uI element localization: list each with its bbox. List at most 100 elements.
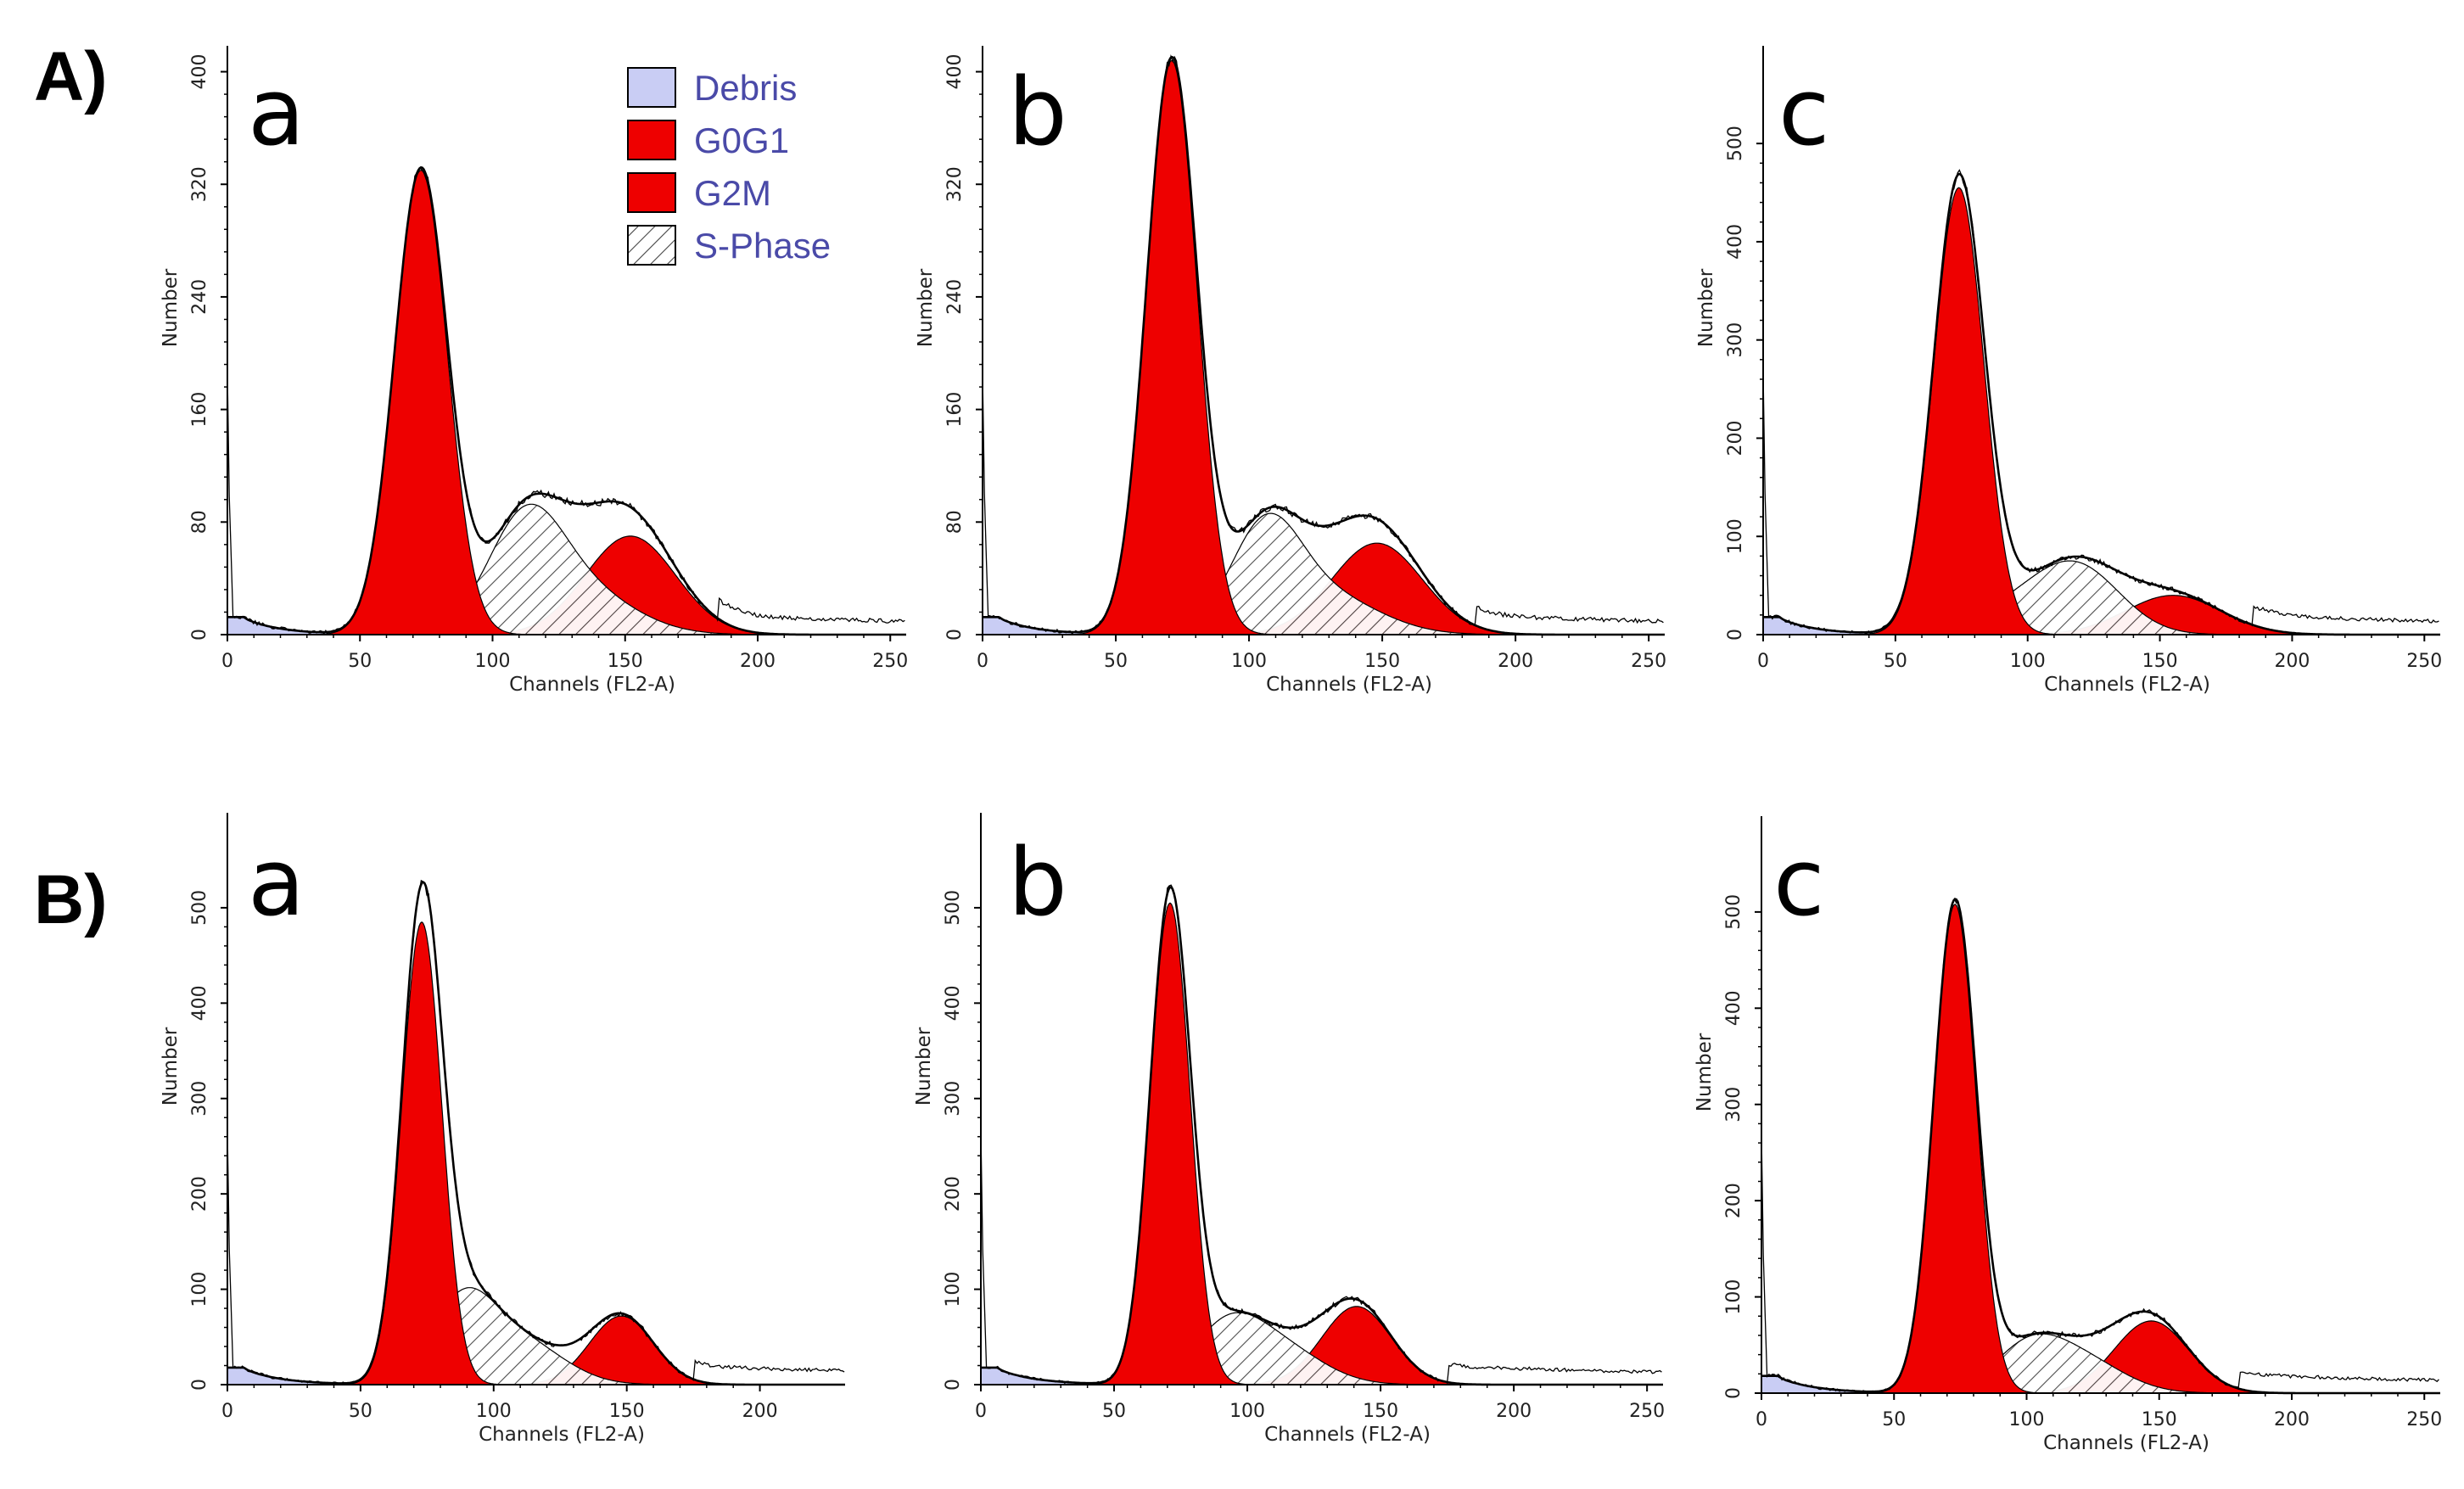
y-tick-label: 100 [1725,518,1746,554]
x-tick-label: 50 [1882,1409,1906,1430]
x-tick-label: 150 [2142,651,2178,672]
x-tick-label: 100 [475,651,511,672]
y-tick-label: 0 [1725,629,1746,641]
debris-area [1763,617,1869,635]
model-fit-line [227,881,845,1386]
y-tick-label: 320 [189,166,210,202]
debris-area [1761,1375,1868,1393]
y-tick-label: 0 [944,629,966,641]
x-tick-label: 200 [742,1401,778,1422]
x-tick-label: 0 [977,651,988,672]
y-tick-label: 200 [1725,420,1746,456]
y-tick-label: 0 [1723,1387,1744,1399]
y-tick-label: 0 [943,1379,964,1391]
panel-letter: a [248,58,305,166]
x-axis-label: Channels (FL2-A) [1264,1424,1431,1446]
y-tick-label: 400 [189,985,210,1021]
row-label-b: B) [34,861,108,938]
x-tick-label: 50 [1104,651,1128,672]
panel-B-b: 0 50 100 150 200 250 0 100 200 300 400 500 Channels … [913,813,1665,1446]
legend-swatch-debris [627,67,676,108]
x-tick-label: 150 [609,1401,645,1422]
x-tick-label: 50 [1102,1401,1126,1422]
raw-histogram-line [980,884,1662,1385]
x-tick-label: 0 [221,651,233,672]
x-axis-label: Channels (FL2-A) [2043,1432,2209,1454]
panel-A-b: 0 50 100 150 200 250 0 80 160 240 320 400 Channels (… [915,46,1666,696]
x-tick-label: 0 [975,1401,987,1422]
legend: Debris G0G1 G2M S-Phase [627,67,831,266]
y-tick-label: 0 [189,629,210,641]
x-tick-label: 200 [1496,1401,1532,1422]
y-tick-label: 400 [189,54,210,90]
x-axis-label: Channels (FL2-A) [509,674,675,696]
y-tick-label: 500 [1725,126,1746,161]
panel-B-c: 0 50 100 150 200 250 0 100 200 300 400 500 Channels … [1694,816,2442,1454]
y-tick-label: 240 [189,279,210,315]
x-tick-label: 50 [349,1401,372,1422]
y-tick-label: 400 [1725,224,1746,260]
x-tick-label: 250 [1629,1401,1665,1422]
y-tick-label: 200 [189,1176,210,1212]
x-tick-label: 150 [2142,1409,2177,1430]
y-tick-label: 500 [943,890,964,926]
sphase-area [227,503,906,635]
legend-swatch-g0g1 [627,120,676,160]
y-axis-label: Number [1695,268,1717,347]
x-tick-label: 250 [1631,651,1666,672]
row-label-a: A) [34,38,108,115]
g0g1-area [1763,187,2440,635]
legend-label-g0g1: G0G1 [694,120,789,160]
x-tick-label: 150 [1364,651,1400,672]
debris-area [983,617,1089,635]
legend-label-g2m: G2M [694,173,771,213]
model-fit-line [1761,898,2440,1395]
legend-swatch-g2m [627,172,676,213]
panel-letter: b [1008,828,1067,937]
sphase-area [983,512,1665,635]
panel-letter: c [1773,828,1824,937]
y-tick-label: 0 [189,1379,210,1391]
debris-area [227,1367,334,1385]
x-tick-label: 150 [608,651,643,672]
x-tick-label: 250 [872,651,908,672]
y-tick-label: 100 [943,1272,964,1307]
debris-area [981,1367,1088,1385]
model-fit-line [981,886,1663,1386]
x-tick-label: 250 [2406,1409,2442,1430]
panel-A-a: 0 50 100 150 200 250 0 80 160 240 320 400 Channels (… [160,46,908,696]
g0g1-area [227,921,845,1385]
y-tick-label: 400 [944,54,966,90]
panel-letter: c [1778,58,1829,166]
raw-histogram-line [1762,169,2439,635]
y-axis-label: Number [1694,1033,1716,1111]
y-tick-label: 400 [1723,990,1744,1026]
x-tick-label: 100 [476,1401,512,1422]
legend-label-sphase: S-Phase [694,226,831,266]
y-axis-label: Number [913,1027,935,1106]
x-tick-label: 50 [1884,651,1907,672]
sphase-area [227,1287,845,1385]
legend-label-debris: Debris [694,68,797,108]
debris-area [227,617,333,635]
x-tick-label: 200 [2274,651,2310,672]
g0g1-area [981,902,1663,1385]
sphase-area [1761,1333,2440,1394]
y-tick-label: 500 [1723,894,1744,930]
g0g1-area [983,59,1665,635]
y-tick-label: 80 [189,510,210,534]
y-tick-label: 300 [1723,1087,1744,1122]
x-tick-label: 50 [348,651,372,672]
y-tick-label: 300 [189,1081,210,1117]
y-tick-label: 200 [943,1176,964,1212]
panel-letter: a [248,828,305,937]
raw-histogram-line [1761,898,2439,1393]
sphase-area [1763,560,2440,635]
y-tick-label: 100 [1723,1279,1744,1315]
x-tick-label: 200 [2274,1409,2310,1430]
y-tick-label: 320 [944,166,966,202]
panel-letter: b [1008,58,1067,166]
y-tick-label: 160 [189,392,210,428]
x-tick-label: 100 [1229,1401,1265,1422]
x-tick-label: 100 [2009,1409,2045,1430]
